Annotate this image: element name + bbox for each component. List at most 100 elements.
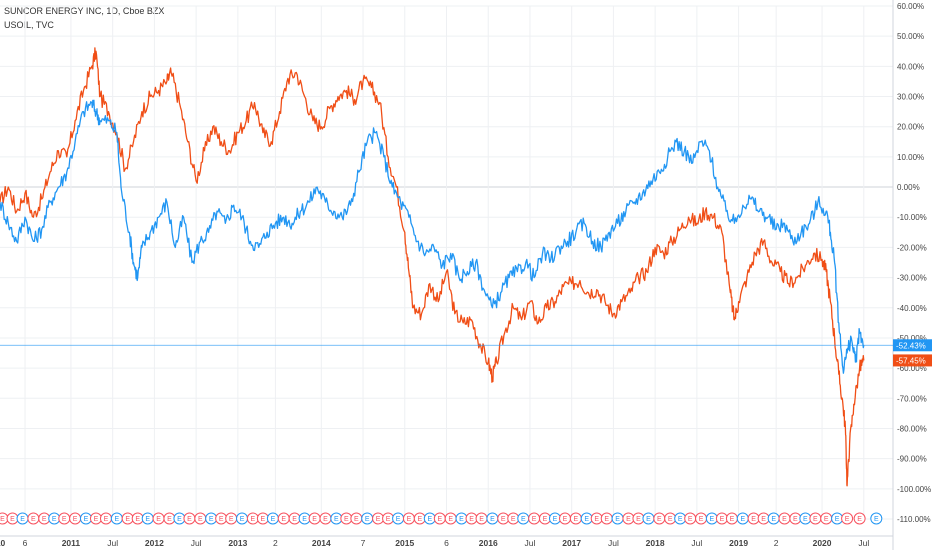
earnings-marker[interactable]: E <box>402 512 415 525</box>
earnings-marker[interactable]: E <box>653 512 666 525</box>
earnings-marker[interactable]: E <box>183 512 196 525</box>
earnings-label: E <box>104 516 109 523</box>
earnings-marker[interactable]: E <box>444 512 457 525</box>
x-tick-label: 7 <box>361 538 366 548</box>
earnings-marker[interactable]: E <box>455 512 468 525</box>
earnings-marker[interactable]: E <box>580 512 593 525</box>
earnings-marker[interactable]: E <box>141 512 154 525</box>
earnings-marker[interactable]: E <box>632 512 645 525</box>
earnings-label: E <box>594 516 599 523</box>
earnings-marker[interactable]: E <box>58 512 71 525</box>
earnings-marker[interactable]: E <box>538 512 551 525</box>
earnings-marker[interactable]: E <box>16 512 29 525</box>
earnings-marker[interactable]: E <box>486 512 499 525</box>
earnings-marker[interactable]: E <box>507 512 520 525</box>
earnings-marker[interactable]: E <box>674 512 687 525</box>
earnings-marker[interactable]: E <box>528 512 541 525</box>
earnings-marker[interactable]: E <box>517 512 530 525</box>
earnings-marker[interactable]: E <box>215 512 228 525</box>
earnings-marker[interactable]: E <box>799 512 812 525</box>
earnings-marker[interactable]: E <box>121 512 134 525</box>
earnings-marker[interactable]: E <box>372 512 385 525</box>
earnings-marker[interactable]: E <box>225 512 238 525</box>
earnings-marker[interactable]: E <box>246 512 259 525</box>
earnings-marker[interactable]: E <box>319 512 332 525</box>
earnings-marker[interactable]: E <box>870 512 883 525</box>
earnings-label: E <box>187 516 192 523</box>
earnings-label: E <box>553 516 558 523</box>
earnings-marker[interactable]: E <box>559 512 572 525</box>
earnings-marker[interactable]: E <box>79 512 92 525</box>
earnings-marker[interactable]: E <box>622 512 635 525</box>
earnings-marker[interactable]: E <box>392 512 405 525</box>
earnings-marker[interactable]: E <box>110 512 123 525</box>
earnings-marker[interactable]: E <box>475 512 488 525</box>
earnings-marker[interactable]: E <box>548 512 561 525</box>
earnings-marker[interactable]: E <box>715 512 728 525</box>
earnings-marker[interactable]: E <box>89 512 102 525</box>
earnings-marker[interactable]: E <box>590 512 603 525</box>
earnings-marker[interactable]: E <box>131 512 144 525</box>
earnings-label: E <box>615 516 620 523</box>
earnings-label: E <box>354 516 359 523</box>
earnings-marker[interactable]: E <box>194 512 207 525</box>
earnings-marker[interactable]: E <box>27 512 40 525</box>
earnings-marker[interactable]: E <box>820 512 833 525</box>
earnings-marker[interactable]: E <box>433 512 446 525</box>
earnings-marker[interactable]: E <box>684 512 697 525</box>
earnings-marker[interactable]: E <box>350 512 363 525</box>
earnings-marker[interactable]: E <box>6 512 19 525</box>
earnings-marker[interactable]: E <box>340 512 353 525</box>
earnings-marker[interactable]: E <box>173 512 186 525</box>
earnings-marker[interactable]: E <box>266 512 279 525</box>
earnings-marker[interactable]: E <box>413 512 426 525</box>
earnings-marker[interactable]: E <box>163 512 176 525</box>
earnings-marker[interactable]: E <box>600 512 613 525</box>
earnings-marker[interactable]: E <box>38 512 51 525</box>
earnings-marker[interactable]: E <box>288 512 301 525</box>
earnings-marker[interactable]: E <box>747 512 760 525</box>
earnings-marker[interactable]: E <box>695 512 708 525</box>
earnings-marker[interactable]: E <box>308 512 321 525</box>
earnings-marker[interactable]: E <box>757 512 770 525</box>
earnings-marker[interactable]: E <box>205 512 218 525</box>
earnings-marker[interactable]: E <box>809 512 822 525</box>
last-value-label-suncor: -52.43% <box>893 339 932 352</box>
earnings-marker[interactable]: E <box>361 512 374 525</box>
earnings-marker[interactable]: E <box>611 512 624 525</box>
earnings-marker[interactable]: E <box>99 512 112 525</box>
earnings-marker[interactable]: E <box>841 512 854 525</box>
earnings-marker[interactable]: E <box>465 512 478 525</box>
earnings-marker[interactable]: E <box>725 512 738 525</box>
earnings-label: E <box>156 516 161 523</box>
earnings-marker[interactable]: E <box>298 512 311 525</box>
earnings-marker[interactable]: E <box>736 512 749 525</box>
earnings-marker[interactable]: E <box>642 512 655 525</box>
earnings-marker[interactable]: E <box>789 512 802 525</box>
earnings-label: E <box>219 516 224 523</box>
series-line-suncor <box>0 99 865 374</box>
earnings-marker[interactable]: E <box>831 512 844 525</box>
x-tick-label: 2013 <box>228 538 247 548</box>
earnings-marker[interactable]: E <box>497 512 510 525</box>
earnings-marker[interactable]: E <box>48 512 61 525</box>
earnings-marker[interactable]: E <box>236 512 249 525</box>
earnings-marker[interactable]: E <box>423 512 436 525</box>
x-axis: 2010 6 2011 Jul 2012 Jul 2013 2 2014 7 2015 6 2016 Ju… <box>0 535 893 548</box>
earnings-marker[interactable]: E <box>277 512 290 525</box>
earnings-marker[interactable]: E <box>778 512 791 525</box>
earnings-marker[interactable]: E <box>705 512 718 525</box>
earnings-marker[interactable]: E <box>330 512 343 525</box>
earnings-marker[interactable]: E <box>382 512 395 525</box>
earnings-marker[interactable]: E <box>69 512 82 525</box>
earnings-marker[interactable]: E <box>256 512 269 525</box>
earnings-marker[interactable]: E <box>569 512 582 525</box>
earnings-marker[interactable]: E <box>152 512 165 525</box>
earnings-marker[interactable]: E <box>664 512 677 525</box>
earnings-label: E <box>135 516 140 523</box>
earnings-marker[interactable]: E <box>767 512 780 525</box>
earnings-label: E <box>699 516 704 523</box>
earnings-marker[interactable]: E <box>853 512 866 525</box>
